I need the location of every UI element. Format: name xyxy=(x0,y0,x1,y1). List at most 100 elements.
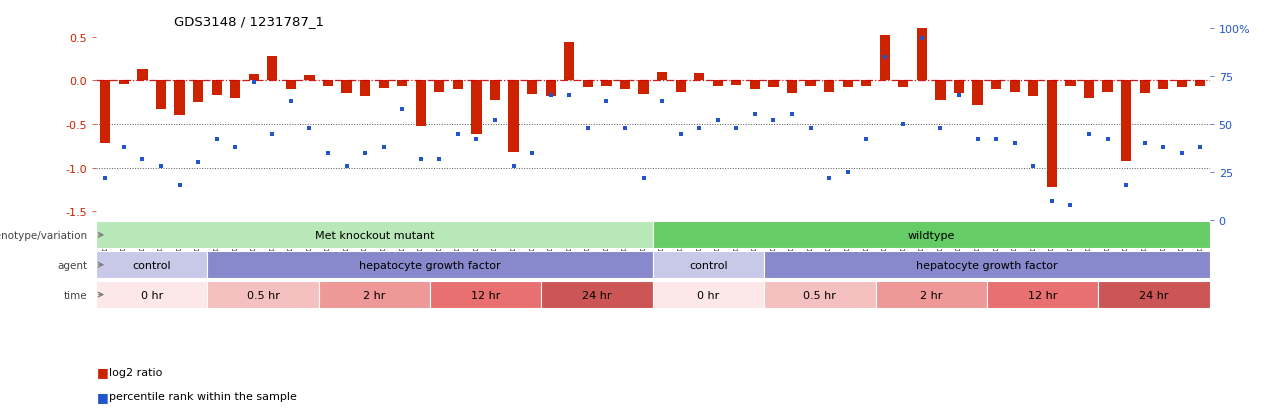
Bar xyxy=(1028,81,1038,97)
Bar xyxy=(1047,81,1057,188)
Bar xyxy=(861,81,872,87)
Text: 0 hr: 0 hr xyxy=(698,290,719,300)
Text: ■: ■ xyxy=(97,390,109,403)
Bar xyxy=(323,81,333,87)
Bar xyxy=(694,74,704,81)
Text: time: time xyxy=(64,290,87,300)
Text: 0.5 hr: 0.5 hr xyxy=(804,290,836,300)
Bar xyxy=(1139,81,1149,94)
Text: 12 hr: 12 hr xyxy=(1028,290,1057,300)
Bar xyxy=(653,281,764,308)
Bar xyxy=(137,70,147,81)
Bar xyxy=(156,81,166,110)
Text: genotype/variation: genotype/variation xyxy=(0,230,87,240)
Bar xyxy=(96,281,207,308)
Bar xyxy=(508,81,518,152)
Bar xyxy=(973,81,983,105)
Text: 2 hr: 2 hr xyxy=(920,290,942,300)
Bar xyxy=(319,281,430,308)
Text: 2 hr: 2 hr xyxy=(364,290,385,300)
Bar xyxy=(842,81,852,88)
Bar xyxy=(764,281,876,308)
Bar xyxy=(1121,81,1132,161)
Bar xyxy=(713,81,723,86)
Bar xyxy=(230,81,241,99)
Text: agent: agent xyxy=(58,260,87,270)
Bar xyxy=(471,81,481,135)
Bar xyxy=(545,81,556,97)
Bar xyxy=(876,281,987,308)
Bar xyxy=(285,81,296,90)
Bar xyxy=(96,252,207,278)
Bar xyxy=(764,252,1210,278)
Bar xyxy=(541,281,653,308)
Bar xyxy=(305,76,315,81)
Bar xyxy=(639,81,649,95)
Bar xyxy=(119,81,129,85)
Bar xyxy=(207,281,319,308)
Text: control: control xyxy=(132,260,172,270)
Bar xyxy=(936,81,946,100)
Bar xyxy=(1010,81,1020,93)
Bar xyxy=(1102,81,1112,93)
Bar xyxy=(430,281,541,308)
Bar xyxy=(768,81,778,88)
Bar xyxy=(100,81,110,144)
Bar xyxy=(416,81,426,126)
Bar xyxy=(211,81,221,96)
Text: GDS3148 / 1231787_1: GDS3148 / 1231787_1 xyxy=(174,15,324,28)
Bar xyxy=(174,81,184,116)
Bar xyxy=(1158,81,1169,90)
Bar xyxy=(1098,281,1210,308)
Text: 24 hr: 24 hr xyxy=(1139,290,1169,300)
Bar xyxy=(342,81,352,93)
Bar xyxy=(1176,81,1187,88)
Bar xyxy=(602,81,612,87)
Bar xyxy=(193,81,204,103)
Text: 12 hr: 12 hr xyxy=(471,290,500,300)
Bar xyxy=(434,81,444,93)
Bar xyxy=(1196,81,1206,87)
Bar xyxy=(207,252,653,278)
Bar xyxy=(653,252,764,278)
Bar xyxy=(564,43,575,81)
Text: hepatocyte growth factor: hepatocyte growth factor xyxy=(916,260,1057,270)
Text: wildtype: wildtype xyxy=(908,230,955,240)
Text: log2 ratio: log2 ratio xyxy=(109,367,163,377)
Bar xyxy=(824,81,835,93)
Bar xyxy=(987,281,1098,308)
Text: 0 hr: 0 hr xyxy=(141,290,163,300)
Bar xyxy=(379,81,389,89)
Bar xyxy=(360,81,370,97)
Text: 24 hr: 24 hr xyxy=(582,290,612,300)
Text: hepatocyte growth factor: hepatocyte growth factor xyxy=(360,260,500,270)
Bar xyxy=(620,81,630,90)
Bar xyxy=(954,81,964,94)
Bar xyxy=(248,75,259,81)
Bar xyxy=(582,81,593,88)
Bar xyxy=(1084,81,1094,99)
Bar xyxy=(453,81,463,90)
Bar xyxy=(653,222,1210,249)
Bar xyxy=(490,81,500,101)
Bar xyxy=(991,81,1001,90)
Bar xyxy=(397,81,407,87)
Bar xyxy=(750,81,760,90)
Bar xyxy=(787,81,797,94)
Bar xyxy=(1065,81,1075,87)
Bar xyxy=(731,81,741,85)
Bar xyxy=(916,1,927,81)
Bar xyxy=(805,81,815,87)
Bar xyxy=(879,36,890,81)
Bar xyxy=(657,72,667,81)
Bar xyxy=(268,57,278,81)
Text: Met knockout mutant: Met knockout mutant xyxy=(315,230,434,240)
Text: 0.5 hr: 0.5 hr xyxy=(247,290,279,300)
Bar xyxy=(899,81,909,88)
Text: ■: ■ xyxy=(97,365,109,378)
Bar xyxy=(676,81,686,93)
Text: percentile rank within the sample: percentile rank within the sample xyxy=(109,392,297,401)
Bar xyxy=(96,222,653,249)
Text: control: control xyxy=(689,260,728,270)
Bar xyxy=(527,81,538,95)
